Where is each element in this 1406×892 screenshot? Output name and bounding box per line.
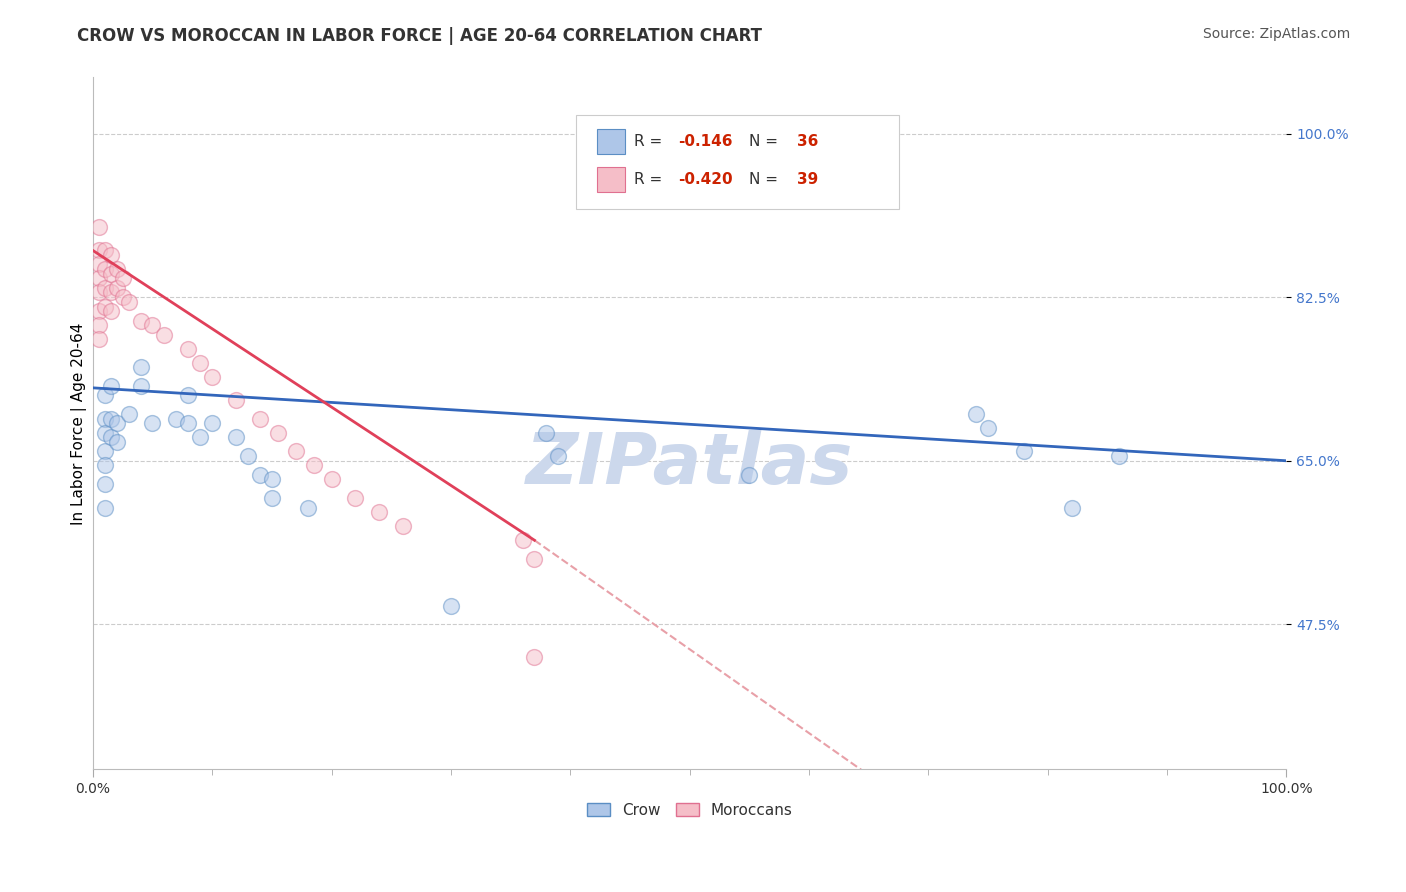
Point <box>100 430 122 444</box>
Text: Source: ZipAtlas.com: Source: ZipAtlas.com <box>1202 27 1350 41</box>
Text: ZIPatlas: ZIPatlas <box>526 430 853 500</box>
Point <box>440 599 463 613</box>
FancyBboxPatch shape <box>596 129 626 154</box>
Point <box>249 467 271 482</box>
Point <box>93 281 115 295</box>
Point <box>100 285 122 300</box>
Point <box>965 407 987 421</box>
Point <box>87 304 110 318</box>
Point <box>87 332 110 346</box>
FancyBboxPatch shape <box>596 168 626 193</box>
Point <box>93 500 115 515</box>
Text: -0.146: -0.146 <box>678 135 733 149</box>
Point <box>129 313 152 327</box>
Point <box>512 533 534 548</box>
Point <box>523 552 546 566</box>
Point <box>87 271 110 285</box>
Point <box>93 262 115 277</box>
Point <box>284 444 307 458</box>
Point <box>87 285 110 300</box>
Point <box>100 304 122 318</box>
Point <box>105 281 128 295</box>
Point <box>87 220 110 235</box>
Point <box>368 505 391 519</box>
Point <box>105 417 128 431</box>
Point <box>1060 500 1083 515</box>
Point <box>111 271 134 285</box>
Text: N =: N = <box>749 172 783 187</box>
Point <box>177 417 200 431</box>
Point <box>321 473 343 487</box>
Point <box>117 294 139 309</box>
Point <box>1108 449 1130 463</box>
Point <box>87 244 110 258</box>
Point <box>201 369 224 384</box>
Point <box>249 411 271 425</box>
FancyBboxPatch shape <box>576 115 898 209</box>
Text: R =: R = <box>634 172 666 187</box>
Point <box>523 650 546 665</box>
Point <box>93 425 115 440</box>
Point <box>297 500 319 515</box>
Point <box>344 491 367 505</box>
Point <box>392 519 415 533</box>
Point <box>87 318 110 333</box>
Point <box>105 262 128 277</box>
Point <box>111 290 134 304</box>
Legend: Crow, Moroccans: Crow, Moroccans <box>581 797 799 824</box>
Point <box>260 491 283 505</box>
Y-axis label: In Labor Force | Age 20-64: In Labor Force | Age 20-64 <box>72 322 87 524</box>
Point <box>100 248 122 262</box>
Point <box>93 458 115 473</box>
Point <box>93 411 115 425</box>
Point <box>129 360 152 375</box>
Point <box>93 477 115 491</box>
Point <box>93 444 115 458</box>
Point <box>100 411 122 425</box>
Text: 39: 39 <box>797 172 818 187</box>
Point <box>188 430 211 444</box>
Point <box>87 257 110 271</box>
Point <box>260 473 283 487</box>
Point <box>302 458 325 473</box>
Point <box>153 327 176 342</box>
Point <box>177 342 200 356</box>
Point <box>177 388 200 402</box>
Point <box>141 417 163 431</box>
Point <box>225 392 247 407</box>
Point <box>100 379 122 393</box>
Point <box>93 388 115 402</box>
Point <box>165 411 187 425</box>
Point <box>1012 444 1035 458</box>
Text: -0.420: -0.420 <box>678 172 733 187</box>
Point <box>129 379 152 393</box>
Point <box>236 449 259 463</box>
Text: 36: 36 <box>797 135 818 149</box>
Point <box>547 449 569 463</box>
Point <box>100 267 122 281</box>
Point <box>93 300 115 314</box>
Text: CROW VS MOROCCAN IN LABOR FORCE | AGE 20-64 CORRELATION CHART: CROW VS MOROCCAN IN LABOR FORCE | AGE 20… <box>77 27 762 45</box>
Point <box>536 425 558 440</box>
Point <box>738 467 761 482</box>
Point <box>267 425 290 440</box>
Point <box>117 407 139 421</box>
Point <box>977 421 1000 435</box>
Point <box>105 435 128 450</box>
Text: N =: N = <box>749 135 783 149</box>
Point <box>225 430 247 444</box>
Point <box>141 318 163 333</box>
Point <box>93 244 115 258</box>
Text: R =: R = <box>634 135 666 149</box>
Point <box>201 417 224 431</box>
Point <box>188 356 211 370</box>
